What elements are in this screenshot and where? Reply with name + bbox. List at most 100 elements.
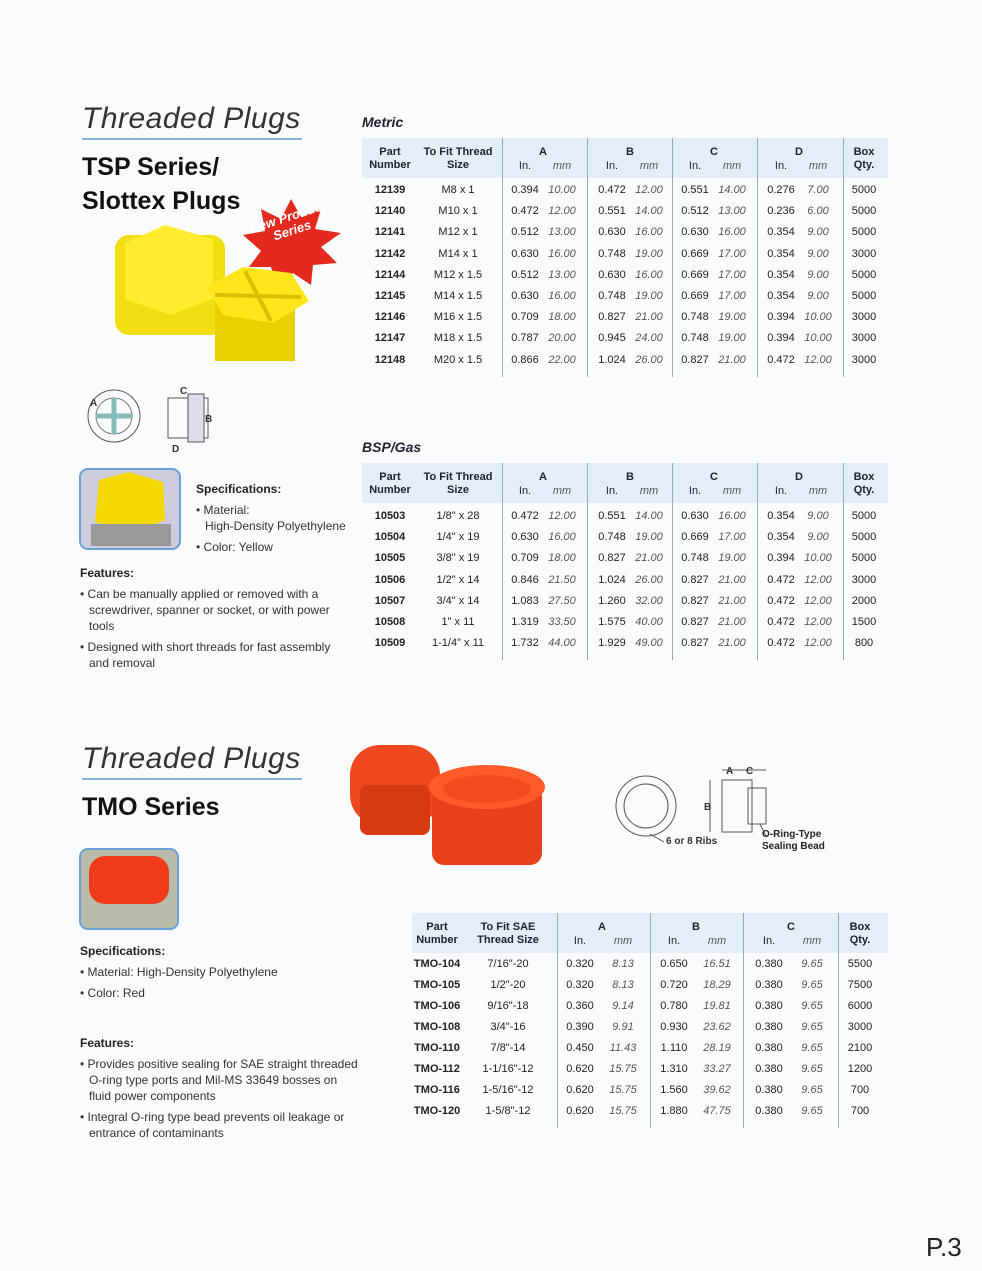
table-cell: 0.827: [681, 573, 709, 586]
column-separator: [672, 138, 673, 377]
column-group-header: A: [539, 471, 547, 483]
table-cell: 0.748: [681, 332, 709, 345]
table-cell: 18.00: [548, 552, 576, 565]
column-group-header: D: [795, 146, 803, 158]
table-cell: 0.320: [566, 958, 594, 970]
unit-header: In.: [605, 160, 619, 172]
product-photo: [79, 848, 179, 930]
table-cell: 18.00: [548, 311, 576, 324]
table-cell: 0.472: [767, 573, 795, 586]
table-cell: 0.472: [511, 510, 539, 522]
table-cell: 700: [850, 1105, 870, 1117]
table-cell: 44.00: [548, 637, 576, 650]
feature-item: Designed with short threads for fast ass…: [80, 639, 335, 671]
table-cell: 0.669: [681, 268, 709, 281]
table-cell: 16.00: [718, 510, 746, 522]
table-cell: M14 x 1: [438, 247, 478, 260]
table-cell: M16 x 1.5: [433, 311, 483, 324]
spec-heading: Specifications:: [196, 482, 282, 496]
table-cell: 1.024: [598, 353, 626, 366]
section-title: Threaded Plugs: [82, 742, 302, 780]
column-header: Part Number: [369, 146, 411, 171]
table-cell: 27.50: [548, 594, 576, 607]
table-cell: 14.00: [635, 510, 663, 522]
table-cell: 0.320: [566, 979, 594, 991]
part-number: TMO-112: [414, 1063, 460, 1075]
table-cell: 700: [850, 1084, 870, 1096]
table-cell: 5500: [847, 958, 873, 970]
table-cell: 1-5/8"-12: [485, 1105, 531, 1117]
table-cell: 15.75: [609, 1063, 637, 1075]
table-cell: 1.024: [598, 573, 626, 586]
part-number: TMO-110: [414, 1042, 460, 1054]
spec-heading: Specifications:: [80, 944, 166, 958]
table-cell: 14.00: [635, 205, 663, 218]
column-header: Part Number: [369, 471, 411, 496]
diagram-label: C: [746, 766, 753, 777]
table-cell: 2000: [851, 594, 877, 607]
table-cell: 0.472: [511, 205, 539, 218]
table-cell: 19.00: [718, 332, 746, 345]
column-separator: [502, 463, 503, 661]
part-number: TMO-120: [413, 1105, 461, 1117]
table-cell: 21.00: [718, 637, 746, 650]
part-number: 10503: [374, 510, 406, 522]
table-cell: 13.00: [548, 268, 576, 281]
series-line: TSP Series/: [82, 153, 220, 181]
table-cell: 0.380: [755, 1042, 783, 1054]
table-cell: 7500: [847, 979, 873, 991]
column-header: To Fit SAE Thread Size: [477, 921, 539, 946]
table-cell: 5000: [851, 552, 877, 565]
unit-header: mm: [802, 935, 822, 947]
table-cell: 9.65: [801, 979, 823, 991]
unit-header: In.: [518, 485, 532, 497]
part-number: 10509: [374, 637, 406, 650]
column-group-header: C: [787, 921, 795, 933]
table-cell: 47.75: [703, 1105, 731, 1117]
table-cell: 33.50: [548, 616, 576, 628]
table-cell: 3000: [851, 353, 877, 366]
part-number: 12139: [374, 184, 406, 196]
table-cell: 0.827: [681, 594, 709, 607]
column-header: To Fit Thread Size: [423, 146, 493, 171]
part-number: 10507: [374, 594, 406, 607]
table-cell: 0.780: [660, 1000, 688, 1012]
table-cell: 19.00: [635, 531, 663, 544]
spec-value: High-Density Polyethylene: [205, 519, 346, 533]
table-cell: 1500: [851, 616, 877, 628]
table-cell: 0.472: [767, 353, 795, 366]
table-cell: 9.65: [801, 1042, 823, 1054]
table-cell: 16.00: [548, 531, 576, 544]
table-cell: 13.00: [548, 226, 576, 239]
table-cell: 5000: [851, 184, 877, 196]
unit-header: In.: [762, 935, 776, 947]
column-group-header: C: [710, 471, 718, 483]
column-separator: [587, 463, 588, 661]
table-cell: 5000: [851, 226, 877, 239]
table-cell: 0.472: [767, 637, 795, 650]
spec-item: Color: Yellow: [196, 539, 356, 555]
table-cell: 0.669: [681, 531, 709, 544]
table-cell: 0.512: [681, 205, 709, 218]
column-group-header: A: [598, 921, 606, 933]
table-cell: 0.354: [767, 247, 795, 260]
unit-header: In.: [688, 160, 702, 172]
table-cell: 16.00: [548, 290, 576, 302]
table-cell: 9/16"-18: [487, 1000, 529, 1012]
table-cell: 12.00: [635, 184, 663, 196]
header-band: [362, 138, 888, 178]
table-cell: M8 x 1: [441, 184, 475, 196]
table-cell: 5000: [851, 531, 877, 544]
table-cell: 21.00: [635, 311, 663, 324]
table-cell: 0.827: [681, 616, 709, 628]
table-cell: 0.748: [681, 311, 709, 324]
table-cell: 0.630: [511, 531, 539, 544]
table-cell: 33.27: [703, 1063, 731, 1075]
column-separator: [650, 913, 651, 1128]
table-cell: 21.00: [635, 552, 663, 565]
table-cell: 6000: [847, 1000, 873, 1012]
table-cell: 0.380: [755, 958, 783, 970]
table-cell: 9.14: [612, 1000, 634, 1012]
table-cell: 3000: [851, 332, 877, 345]
table-cell: M14 x 1.5: [433, 290, 483, 302]
